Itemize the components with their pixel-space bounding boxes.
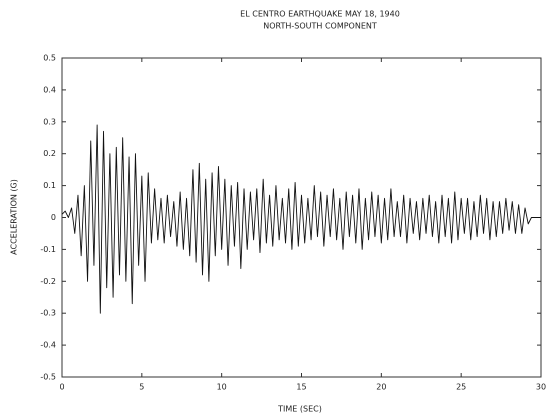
y-tick-label: 0.5 xyxy=(43,54,56,63)
y-tick-label: 0.2 xyxy=(43,149,56,158)
x-tick-label: 20 xyxy=(376,383,386,392)
x-tick-label: 10 xyxy=(217,383,227,392)
y-tick-label: 0.1 xyxy=(43,181,56,190)
x-tick-label: 15 xyxy=(296,383,306,392)
x-tick-label: 30 xyxy=(536,383,546,392)
y-tick-label: -0.4 xyxy=(40,341,56,350)
y-tick-label: -0.5 xyxy=(40,373,56,382)
series-line xyxy=(61,124,541,314)
y-tick-label: 0.4 xyxy=(43,85,56,94)
x-tick-label: 5 xyxy=(139,383,144,392)
y-tick-label: -0.2 xyxy=(40,277,56,286)
y-tick-label: -0.1 xyxy=(40,245,56,254)
x-axis-label: TIME (SEC) xyxy=(277,405,322,414)
chart-title: EL CENTRO EARTHQUAKE MAY 18, 1940 xyxy=(240,10,400,19)
x-tick-label: 0 xyxy=(59,383,64,392)
x-tick-label: 25 xyxy=(456,383,466,392)
y-tick-label: 0.3 xyxy=(43,117,56,126)
y-tick-label: -0.3 xyxy=(40,309,56,318)
chart-subtitle: NORTH-SOUTH COMPONENT xyxy=(263,22,377,31)
y-axis-label: ACCELERATION (G) xyxy=(10,179,19,255)
y-tick-label: 0 xyxy=(51,213,56,222)
